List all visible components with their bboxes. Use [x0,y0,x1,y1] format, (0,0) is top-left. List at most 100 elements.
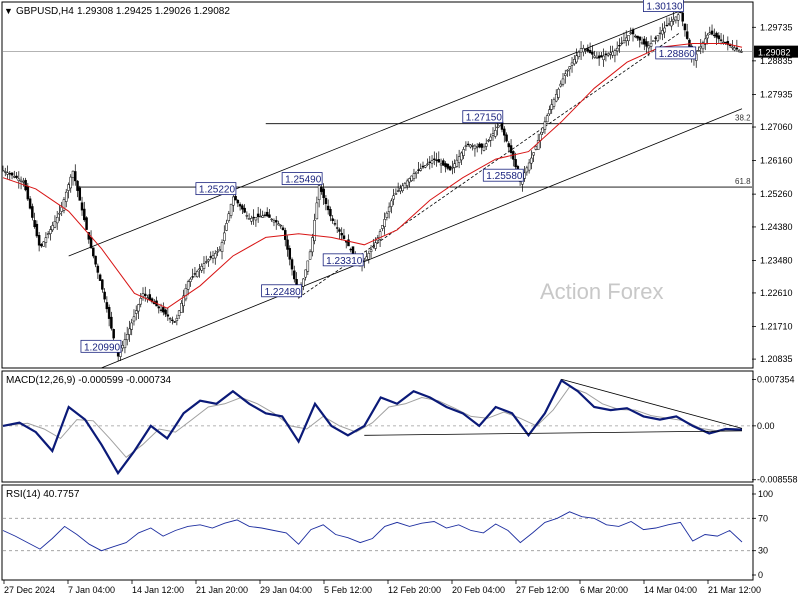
candle-body [575,55,578,63]
candle-body [112,329,115,339]
candle-body [19,179,23,182]
candle-body [699,46,702,49]
candle-body [22,181,25,183]
candle-body [421,165,425,168]
candle-body [444,163,447,168]
candle-body [543,121,547,130]
candle-body [166,314,170,317]
candle-body [494,130,497,137]
candle-body [1,170,5,172]
candle-body [597,55,601,59]
candle-body [525,167,529,173]
candle-body [564,73,567,76]
candle-body [347,239,350,247]
candle-body [390,200,393,207]
moving-average [2,43,743,309]
candle-body [372,246,375,248]
candle-body [333,223,337,225]
candle-body [523,172,526,179]
price-label-frame [322,253,364,267]
candle-body [331,218,334,221]
candle-body [624,37,628,42]
price-label-frame [482,168,524,182]
price-label-frame [195,182,237,196]
candle-body [209,256,212,258]
candle-body [159,309,163,311]
candle-body [496,126,499,129]
candle-body [369,249,373,252]
candle-body [288,248,292,260]
candle-body [245,215,249,217]
candle-body [98,274,102,281]
candle-body [561,78,565,85]
candle-body [679,11,682,14]
time-tick-label: 7 Jan 04:00 [68,585,115,595]
candle-body [26,186,30,200]
candle-body [451,167,454,169]
candle-body [584,49,587,51]
candle-body [426,163,429,165]
candle-body [740,51,743,53]
candle-body [433,158,436,160]
candle-body [487,140,490,142]
candle-body [618,45,621,47]
candle-body [636,35,639,39]
candle-body [676,14,680,21]
fib-level-label: 38.2 [735,114,751,123]
candle-body [631,29,635,35]
rsi-panel-frame [1,484,754,581]
candle-body [460,152,463,161]
candle-body [365,256,368,260]
candle-body [439,163,443,166]
candle-body [658,32,662,35]
candle-body [78,187,82,201]
candle-body [42,241,45,247]
candle-body [144,293,147,296]
candle-body [548,109,551,115]
candle-body [645,41,648,47]
candle-body [442,160,445,166]
candle-body [121,344,124,349]
candle-body [162,307,165,313]
candle-body [148,294,152,301]
candle-body [211,255,215,259]
price-label-frame [281,172,323,185]
price-label-frame [261,284,303,298]
candle-body [405,180,409,186]
candle-body [304,269,307,278]
candle-body [505,134,508,142]
price-tick-label: 1.23480 [760,255,793,265]
candle-body [4,171,7,173]
candle-body [241,205,244,210]
macd-panel-frame [1,370,754,483]
candle-body [464,145,468,147]
macd-tick-label: 0.007354 [757,375,795,385]
candle-body [611,51,614,56]
candle-body [554,94,558,102]
rsi-tick-label: 0 [758,570,763,580]
candle-body [654,37,657,39]
price-label-frame [462,110,504,124]
candle-body [383,219,386,227]
candle-body [33,220,36,228]
candle-body [69,176,72,189]
candle-body [469,144,472,148]
candle-body [49,229,52,234]
candle-body [620,42,623,45]
candle-body [408,178,411,183]
candle-body [55,216,59,224]
candle-body [218,249,222,251]
price-axis: 1.29735 1.28835 1.27935 1.27060 1.26160 1.252… [752,22,798,364]
candle-body [195,271,199,277]
candle-body [238,204,242,207]
candle-body [191,276,194,278]
candle-body [272,220,276,223]
price-tick-label: 1.22610 [760,288,793,298]
candle-body [250,218,253,222]
candle-body [184,288,188,300]
candle-body [672,18,675,22]
candle-body [338,229,341,232]
candle-body [457,156,461,163]
time-tick-label: 29 Jan 04:00 [260,585,312,595]
candle-body [609,52,612,55]
